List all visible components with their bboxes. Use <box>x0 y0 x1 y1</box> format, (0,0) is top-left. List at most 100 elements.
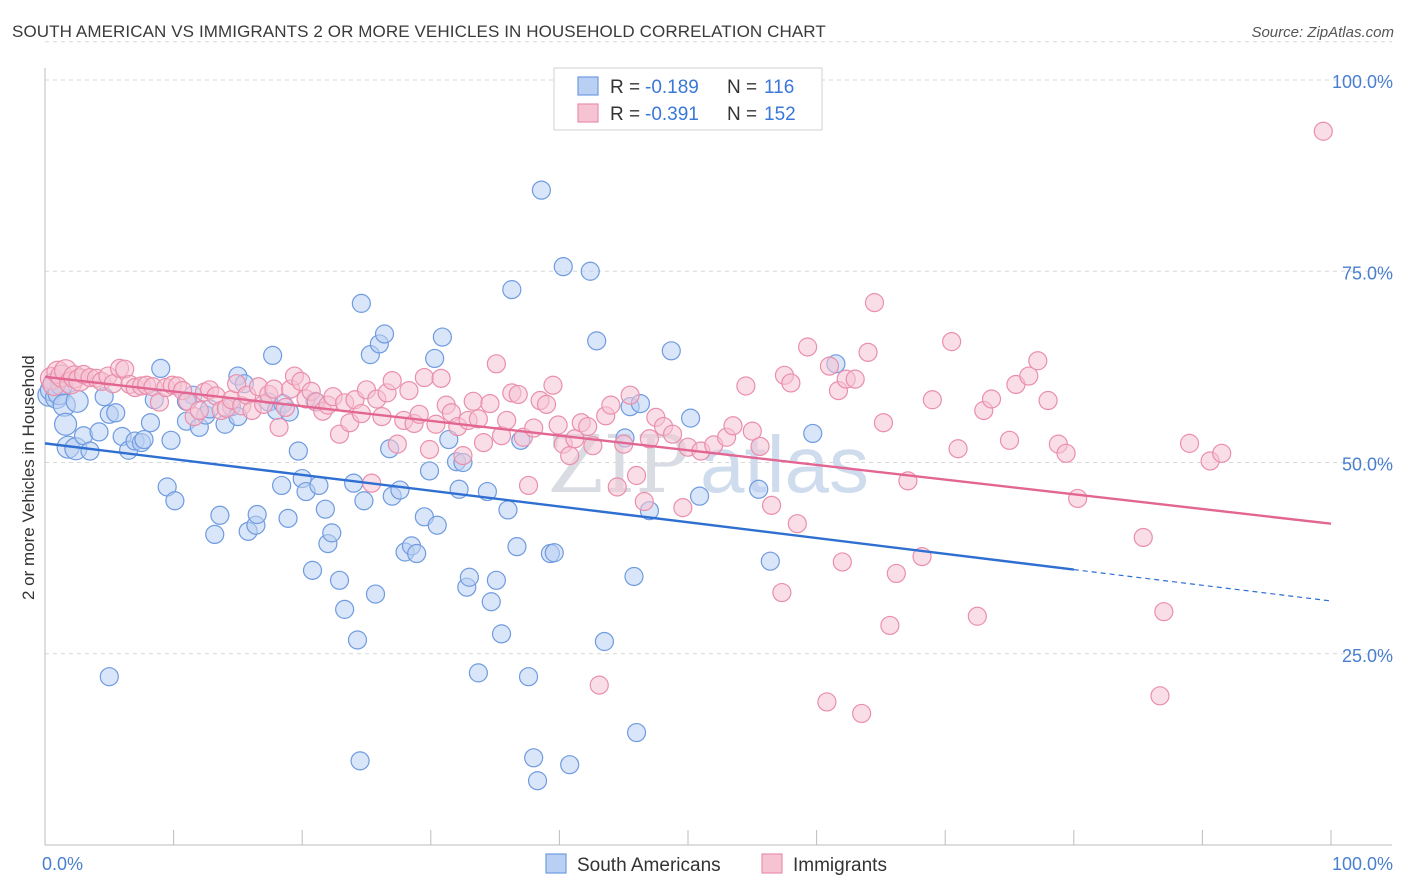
data-point <box>760 551 780 571</box>
data-point <box>387 434 407 454</box>
legend-r-value-blue: -0.189 <box>645 77 699 98</box>
data-point <box>634 491 654 512</box>
bottom-legend: South Americans Immigrants <box>545 853 887 876</box>
data-point <box>781 373 801 393</box>
y-tick-labels: 25.0% 50.0% 75.0% 100.0% <box>1332 72 1393 666</box>
data-point <box>189 400 209 421</box>
data-point <box>518 475 539 496</box>
y-tick-label: 100.0% <box>1332 72 1393 92</box>
data-point <box>1179 433 1200 453</box>
y-tick-label: 75.0% <box>1342 263 1393 283</box>
chart-title: SOUTH AMERICAN VS IMMIGRANTS 2 OR MORE V… <box>12 22 826 41</box>
data-point <box>680 408 701 428</box>
data-point <box>53 412 78 436</box>
grid <box>45 41 1392 655</box>
data-point <box>210 505 230 525</box>
data-point <box>560 446 580 466</box>
bottom-legend-immigrants: Immigrants <box>793 855 887 876</box>
data-point <box>852 703 872 724</box>
data-point <box>473 433 494 453</box>
data-point <box>329 570 350 590</box>
data-point <box>543 375 563 395</box>
data-point <box>80 441 100 461</box>
legend-r-value-pink: -0.391 <box>645 104 699 125</box>
x-tick-labels: 0.0% 100.0% <box>42 854 1393 874</box>
data-point <box>967 606 987 626</box>
data-point <box>594 631 615 652</box>
data-point <box>278 508 298 528</box>
data-point <box>948 439 968 459</box>
data-point <box>661 341 681 361</box>
data-point <box>134 429 154 450</box>
data-point <box>544 543 564 563</box>
data-point <box>1150 686 1170 706</box>
legend-n-value-blue: 116 <box>764 77 794 98</box>
data-point <box>288 441 308 461</box>
y-tick-label: 50.0% <box>1342 455 1393 475</box>
data-point <box>531 180 551 200</box>
data-point <box>1068 488 1088 509</box>
data-point <box>365 584 386 604</box>
data-point <box>723 416 743 436</box>
data-point <box>99 667 119 687</box>
data-point <box>399 380 419 401</box>
bottom-legend-swatch-blue <box>545 853 567 874</box>
data-point <box>819 356 840 376</box>
data-point <box>1019 366 1039 386</box>
data-point <box>508 384 528 405</box>
data-point <box>315 499 335 519</box>
data-point <box>1038 390 1058 411</box>
data-point <box>832 552 852 572</box>
data-point <box>414 367 434 388</box>
data-point <box>589 675 609 695</box>
data-point <box>350 751 370 771</box>
data-point <box>560 755 580 775</box>
data-point <box>247 504 267 525</box>
chart-source: Source: ZipAtlas.com <box>1251 24 1394 41</box>
data-point <box>390 480 410 500</box>
data-point <box>453 446 473 466</box>
data-point <box>425 348 445 369</box>
data-point <box>1133 527 1153 548</box>
data-point <box>620 385 640 405</box>
data-point <box>536 394 557 414</box>
data-point <box>578 416 598 437</box>
data-point <box>165 491 185 511</box>
data-point <box>480 393 500 414</box>
data-point <box>548 415 568 435</box>
data-point <box>419 439 440 460</box>
data-point <box>426 414 446 434</box>
data-point <box>797 337 818 357</box>
legend-n-value-pink: 152 <box>764 104 796 125</box>
trend-line <box>44 442 1074 571</box>
data-point <box>205 524 225 545</box>
data-point <box>626 465 647 486</box>
data-point <box>942 332 962 352</box>
data-point <box>626 722 647 743</box>
data-point <box>981 389 1002 409</box>
data-point <box>607 477 627 497</box>
data-point <box>750 436 770 457</box>
data-point <box>527 771 548 791</box>
data-point <box>886 563 906 584</box>
data-point <box>439 429 459 450</box>
legend-r-label-blue: R = <box>610 77 640 98</box>
data-point <box>491 624 512 644</box>
data-point <box>1212 443 1232 463</box>
data-point <box>161 430 181 450</box>
data-point <box>407 543 427 564</box>
data-point <box>263 345 283 365</box>
data-point <box>347 630 368 650</box>
data-point <box>264 379 284 399</box>
data-point <box>864 293 885 313</box>
data-point <box>432 327 452 347</box>
data-point <box>481 592 501 612</box>
data-point <box>106 403 126 423</box>
data-point <box>999 430 1020 450</box>
data-point <box>689 486 710 506</box>
data-point <box>524 748 544 768</box>
data-point <box>662 424 683 444</box>
legend-swatch-blue <box>577 76 599 96</box>
data-point <box>624 566 644 587</box>
